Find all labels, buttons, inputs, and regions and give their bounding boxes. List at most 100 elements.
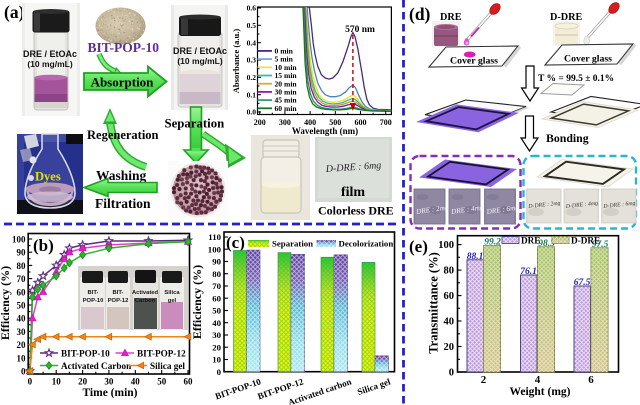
svg-text:0: 0 bbox=[217, 367, 222, 377]
svg-text:50: 50 bbox=[17, 301, 27, 311]
svg-text:Separation: Separation bbox=[165, 117, 225, 131]
svg-text:80: 80 bbox=[212, 269, 221, 279]
svg-text:6: 6 bbox=[588, 374, 594, 386]
svg-text:30 min: 30 min bbox=[275, 88, 298, 97]
svg-text:BIT-POP-10: BIT-POP-10 bbox=[214, 376, 263, 401]
svg-text:Silica: Silica bbox=[164, 290, 180, 296]
svg-text:500: 500 bbox=[329, 118, 341, 127]
svg-text:76.1: 76.1 bbox=[520, 267, 537, 277]
svg-text:5 min: 5 min bbox=[275, 55, 294, 64]
svg-text:40: 40 bbox=[131, 377, 141, 387]
svg-text:Activated: Activated bbox=[132, 290, 159, 296]
svg-text:Transmittance (%): Transmittance (%) bbox=[427, 252, 441, 353]
svg-text:D-DRE: D-DRE bbox=[550, 12, 582, 23]
svg-text:20: 20 bbox=[17, 340, 27, 350]
svg-text:D-DRE: D-DRE bbox=[571, 235, 600, 245]
svg-text:Efficiency (%): Efficiency (%) bbox=[0, 266, 12, 340]
svg-text:D-DRE : 4mg: D-DRE : 4mg bbox=[564, 200, 598, 210]
svg-text:Bonding: Bonding bbox=[546, 131, 589, 145]
svg-text:60: 60 bbox=[212, 293, 221, 303]
svg-text:0.6: 0.6 bbox=[247, 4, 257, 13]
svg-text:30: 30 bbox=[104, 377, 114, 387]
svg-text:(c): (c) bbox=[226, 233, 245, 252]
svg-text:0: 0 bbox=[21, 367, 26, 377]
svg-text:Weight (mg): Weight (mg) bbox=[509, 386, 570, 398]
svg-text:Silica gel: Silica gel bbox=[150, 361, 185, 371]
svg-text:70: 70 bbox=[212, 281, 221, 291]
svg-text:0.0: 0.0 bbox=[247, 108, 257, 117]
svg-text:4: 4 bbox=[535, 374, 541, 386]
svg-text:20: 20 bbox=[444, 342, 455, 353]
svg-text:90: 90 bbox=[17, 248, 27, 258]
svg-text:10 min: 10 min bbox=[275, 63, 298, 72]
svg-text:200: 200 bbox=[254, 118, 266, 127]
svg-text:Activated Carbon: Activated Carbon bbox=[61, 361, 131, 371]
svg-text:D-DRE : 6mg: D-DRE : 6mg bbox=[324, 160, 381, 175]
svg-text:60: 60 bbox=[444, 291, 455, 302]
svg-text:10: 10 bbox=[212, 355, 221, 365]
svg-text:30: 30 bbox=[212, 330, 221, 340]
svg-text:30: 30 bbox=[17, 327, 27, 337]
svg-text:DRE / EtOAc: DRE / EtOAc bbox=[23, 49, 77, 59]
svg-text:DRE: DRE bbox=[440, 12, 462, 23]
svg-text:60: 60 bbox=[17, 287, 27, 297]
svg-text:300: 300 bbox=[279, 118, 291, 127]
svg-text:0.2: 0.2 bbox=[247, 73, 257, 82]
svg-text:Dyes: Dyes bbox=[35, 170, 61, 184]
svg-text:BIT-: BIT- bbox=[88, 290, 99, 296]
svg-text:BIT-POP-12: BIT-POP-12 bbox=[137, 349, 186, 359]
svg-text:Cover glass: Cover glass bbox=[450, 56, 498, 67]
svg-text:45 min: 45 min bbox=[275, 96, 298, 105]
svg-text:67.5: 67.5 bbox=[574, 278, 591, 288]
svg-text:Colorless DRE: Colorless DRE bbox=[318, 204, 394, 218]
svg-text:10: 10 bbox=[52, 377, 62, 387]
svg-text:100: 100 bbox=[438, 240, 454, 251]
svg-text:570 nm: 570 nm bbox=[345, 25, 375, 35]
svg-text:600: 600 bbox=[355, 118, 367, 127]
svg-text:(d): (d) bbox=[409, 4, 431, 24]
svg-text:110: 110 bbox=[208, 232, 221, 242]
svg-text:80: 80 bbox=[444, 266, 455, 277]
svg-text:20: 20 bbox=[212, 342, 221, 352]
svg-text:50: 50 bbox=[212, 306, 221, 316]
svg-text:Absorption: Absorption bbox=[91, 75, 155, 90]
svg-text:POP-10: POP-10 bbox=[83, 298, 104, 304]
svg-text:0: 0 bbox=[28, 377, 33, 387]
svg-text:Regeneration: Regeneration bbox=[87, 128, 159, 142]
svg-text:BIT-POP-10: BIT-POP-10 bbox=[61, 348, 110, 358]
svg-text:film: film bbox=[341, 185, 365, 200]
svg-text:700: 700 bbox=[380, 118, 392, 127]
svg-text:0.3: 0.3 bbox=[247, 56, 257, 65]
svg-text:BIT-POP-10: BIT-POP-10 bbox=[88, 40, 160, 55]
svg-text:90: 90 bbox=[212, 257, 221, 267]
svg-text:80: 80 bbox=[17, 261, 27, 271]
svg-text:Absorbance (a.u.): Absorbance (a.u.) bbox=[231, 29, 241, 94]
svg-text:0 min: 0 min bbox=[275, 47, 294, 56]
svg-text:400: 400 bbox=[304, 118, 316, 127]
svg-text:(b): (b) bbox=[33, 236, 54, 255]
svg-text:0.1: 0.1 bbox=[247, 90, 257, 99]
svg-text:Carbon: Carbon bbox=[135, 298, 156, 304]
svg-text:60: 60 bbox=[184, 377, 194, 387]
svg-text:10: 10 bbox=[17, 353, 27, 363]
svg-text:20: 20 bbox=[78, 377, 88, 387]
svg-text:(10 mg/mL): (10 mg/mL) bbox=[177, 56, 223, 66]
svg-text:DRE: DRE bbox=[521, 235, 540, 245]
svg-text:2: 2 bbox=[481, 374, 487, 386]
svg-text:0: 0 bbox=[449, 368, 454, 379]
svg-text:Cover glass: Cover glass bbox=[564, 54, 612, 65]
svg-text:0.5: 0.5 bbox=[247, 21, 257, 30]
svg-text:Silica gel: Silica gel bbox=[356, 376, 392, 397]
svg-text:97.5: 97.5 bbox=[592, 240, 609, 250]
svg-text:40: 40 bbox=[17, 314, 27, 324]
svg-text:Separation: Separation bbox=[272, 239, 313, 249]
svg-text:20 min: 20 min bbox=[275, 79, 298, 88]
svg-text:40: 40 bbox=[212, 318, 221, 328]
svg-text:100: 100 bbox=[12, 235, 26, 245]
svg-text:Decolorization: Decolorization bbox=[339, 239, 394, 249]
svg-text:50: 50 bbox=[157, 377, 167, 387]
svg-text:(10 mg/mL): (10 mg/mL) bbox=[27, 59, 73, 69]
svg-text:D-DRE : 2mg: D-DRE : 2mg bbox=[527, 201, 561, 210]
svg-text:(e): (e) bbox=[409, 237, 428, 256]
svg-text:T % = 99.5 ± 0.1%: T % = 99.5 ± 0.1% bbox=[538, 74, 614, 84]
